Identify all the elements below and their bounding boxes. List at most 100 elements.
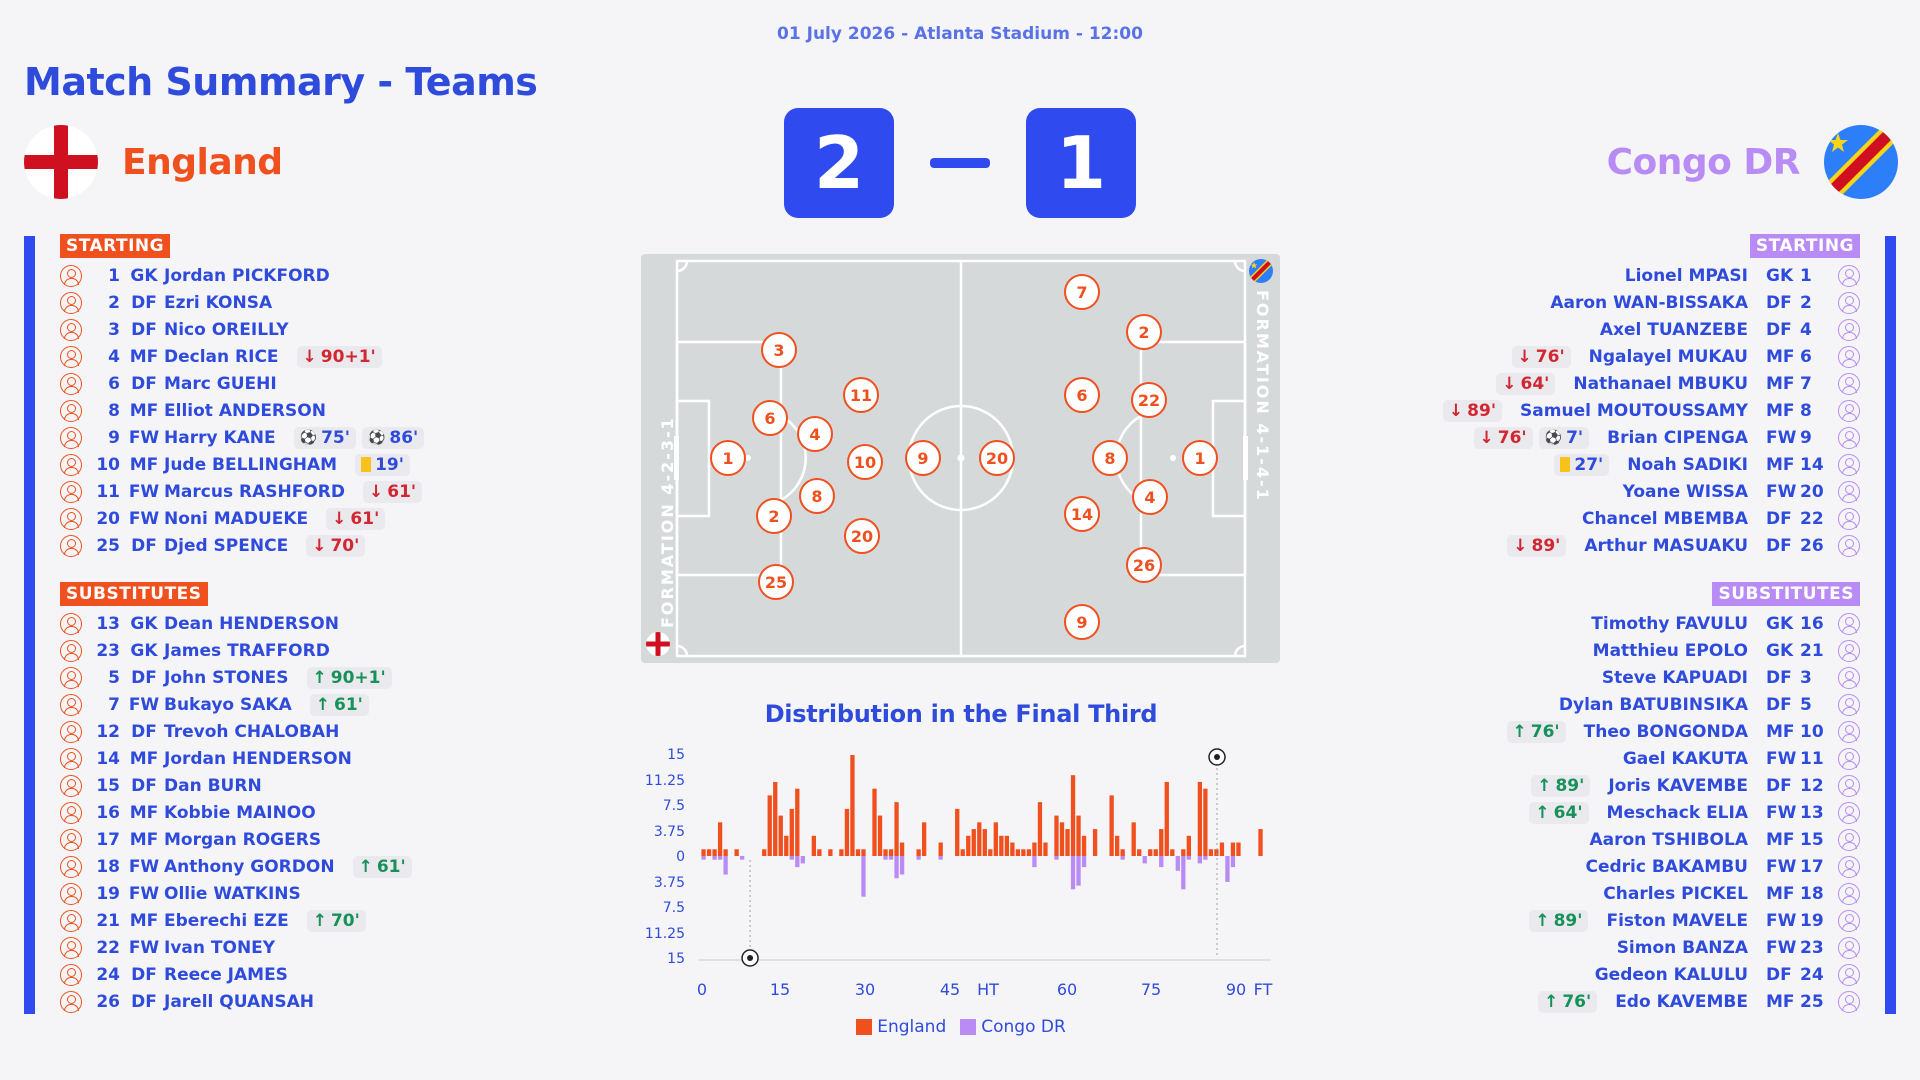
event-in: ↑ 76': [1538, 990, 1598, 1013]
player-name: Declan RICE: [164, 346, 279, 367]
player-avatar-icon: [1838, 264, 1860, 287]
player-row[interactable]: 12 DF Trevoh CHALOBAH: [60, 718, 412, 745]
event-time: 76': [1530, 721, 1560, 742]
player-row[interactable]: 8 MF Elliot ANDERSON: [60, 397, 424, 424]
player-events: ↑ 89': [1529, 909, 1589, 932]
congo-dr-bar: [712, 856, 717, 860]
goal-ball-icon: ⚽: [299, 429, 318, 446]
player-row[interactable]: 23 GK James TRAFFORD: [60, 637, 412, 664]
player-row[interactable]: 5 DF John STONES ↑ 90+1': [60, 664, 412, 691]
player-row[interactable]: Axel TUANZEBE DF 4: [1443, 316, 1860, 343]
player-row[interactable]: 13 GK Dean HENDERSON: [60, 610, 412, 637]
player-events: ↑ 76': [1538, 990, 1598, 1013]
player-row[interactable]: 19 FW Ollie WATKINS: [60, 880, 412, 907]
player-row[interactable]: 18 FW Anthony GORDON ↑ 61': [60, 853, 412, 880]
player-events: ↑ 76': [1506, 720, 1566, 743]
player-avatar-icon: [60, 963, 82, 986]
player-row[interactable]: Matthieu EPOLO GK 21: [1507, 637, 1860, 664]
event-yellow: 19': [355, 453, 410, 476]
england-bar: [762, 849, 767, 856]
player-name: Meschack ELIA: [1606, 802, 1748, 823]
player-row[interactable]: Yoane WISSA FW 20: [1443, 478, 1860, 505]
y-tick-label: 15: [667, 951, 685, 967]
player-row[interactable]: 22 FW Ivan TONEY: [60, 934, 412, 961]
event-time: 76': [1562, 991, 1592, 1012]
y-tick-label: 7.5: [663, 900, 685, 916]
player-row[interactable]: Cedric BAKAMBU FW 17: [1507, 853, 1860, 880]
player-row[interactable]: Aaron WAN-BISSAKA DF 2: [1443, 289, 1860, 316]
player-row[interactable]: 16 MF Kobbie MAINOO: [60, 799, 412, 826]
player-row[interactable]: 25 DF Djed SPENCE ↓ 70': [60, 532, 424, 559]
player-row[interactable]: 21 MF Eberechi EZE ↑ 70': [60, 907, 412, 934]
player-row[interactable]: ↑ 76' Theo BONGONDA MF 10: [1506, 718, 1860, 745]
player-row[interactable]: Chancel MBEMBA DF 22: [1443, 505, 1860, 532]
player-row[interactable]: ↑ 76' Edo KAVEMBE MF 25: [1507, 988, 1860, 1015]
event-yellow: 27': [1554, 453, 1610, 476]
player-row[interactable]: 26 DF Jarell QUANSAH: [60, 988, 412, 1015]
player-row[interactable]: 10 MF Jude BELLINGHAM 19': [60, 451, 424, 478]
player-row[interactable]: ↑ 89' Fiston MAVELE FW 19: [1507, 907, 1860, 934]
away-pitch-marker: 26: [1126, 547, 1162, 583]
player-row[interactable]: 14 MF Jordan HENDERSON: [60, 745, 412, 772]
congo-dr-bar: [723, 856, 728, 875]
england-bar: [1131, 822, 1136, 856]
player-row[interactable]: 15 DF Dan BURN: [60, 772, 412, 799]
player-row[interactable]: Timothy FAVULU GK 16: [1507, 610, 1860, 637]
x-tick-label: 90: [1226, 980, 1246, 999]
player-row[interactable]: ↓ 89' Samuel MOUTOUSSAMY MF 8: [1442, 397, 1860, 424]
player-row[interactable]: 2 DF Ezri KONSA: [60, 289, 424, 316]
player-number: 15: [1800, 829, 1824, 850]
player-row[interactable]: Simon BANZA FW 23: [1507, 934, 1860, 961]
player-row[interactable]: Gael KAKUTA FW 11: [1507, 745, 1860, 772]
player-row[interactable]: 24 DF Reece JAMES: [60, 961, 412, 988]
england-bar: [734, 849, 739, 856]
player-row[interactable]: 20 FW Noni MADUEKE ↓ 61': [60, 505, 424, 532]
sub-in-arrow-icon: ↑: [1537, 775, 1552, 796]
player-row[interactable]: Gedeon KALULU DF 24: [1507, 961, 1860, 988]
player-position: MF: [129, 829, 159, 850]
player-avatar-icon: [60, 747, 82, 770]
england-bar: [855, 849, 861, 856]
player-position: DF: [1766, 535, 1792, 556]
player-avatar-icon: [1838, 855, 1860, 878]
player-number: 11: [1800, 748, 1824, 769]
player-row[interactable]: 4 MF Declan RICE ↓ 90+1': [60, 343, 424, 370]
player-row[interactable]: 11 FW Marcus RASHFORD ↓ 61': [60, 478, 424, 505]
player-row[interactable]: 1 GK Jordan PICKFORD: [60, 262, 424, 289]
congo-dr-bar: [1181, 856, 1186, 890]
sub-out-arrow-icon: ↓: [1513, 535, 1528, 556]
player-row[interactable]: ↑ 89' Joris KAVEMBE DF 12: [1507, 772, 1860, 799]
player-row[interactable]: Lionel MPASI GK 1: [1443, 262, 1860, 289]
player-row[interactable]: Steve KAPUADI DF 3: [1507, 664, 1860, 691]
player-position: GK: [1766, 265, 1794, 286]
player-row[interactable]: 9 FW Harry KANE ⚽ 75' ⚽ 86': [60, 424, 425, 451]
player-avatar-icon: [60, 507, 82, 530]
player-row[interactable]: ↑ 64' Meschack ELIA FW 13: [1507, 799, 1860, 826]
distribution-chart: 15 11.25 7.5 3.75 0 3.75 7.5 11.25 15 0 15 30 45 HT 60…: [645, 747, 1273, 999]
player-events: ⚽ 75' ⚽ 86': [293, 426, 425, 449]
player-row[interactable]: ↓ 89' Arthur MASUAKU DF 26: [1443, 532, 1860, 559]
england-bar: [1258, 829, 1263, 856]
player-number: 21: [96, 910, 120, 931]
player-row[interactable]: Charles PICKEL MF 18: [1507, 880, 1860, 907]
player-row[interactable]: ↓ 76' Ngalayel MUKAU MF 6: [1443, 343, 1860, 370]
player-row[interactable]: 7 FW Bukayo SAKA ↑ 61': [60, 691, 412, 718]
player-row[interactable]: 27' Noah SADIKI MF 14: [1443, 451, 1860, 478]
england-bar: [1137, 849, 1142, 856]
player-row[interactable]: ↓ 64' Nathanael MBUKU MF 7: [1443, 370, 1860, 397]
player-row[interactable]: 6 DF Marc GUEHI: [60, 370, 424, 397]
player-row[interactable]: Dylan BATUBINSIKA DF 5: [1507, 691, 1860, 718]
player-row[interactable]: 3 DF Nico OREILLY: [60, 316, 424, 343]
player-row[interactable]: 17 MF Morgan ROGERS: [60, 826, 412, 853]
player-position: MF: [1766, 373, 1795, 394]
england-bar: [988, 849, 993, 856]
player-row[interactable]: ↓ 76' ⚽ 7' Brian CIPENGA FW 9: [1443, 424, 1860, 451]
player-avatar-icon: [60, 693, 82, 716]
congo-dr-bar: [938, 856, 943, 860]
england-bar: [795, 788, 800, 856]
congo-dr-bar: [1197, 856, 1203, 864]
player-row[interactable]: Aaron TSHIBOLA MF 15: [1507, 826, 1860, 853]
player-name: Gael KAKUTA: [1622, 748, 1748, 769]
event-time: 89': [1553, 910, 1583, 931]
player-number: 23: [1800, 937, 1824, 958]
